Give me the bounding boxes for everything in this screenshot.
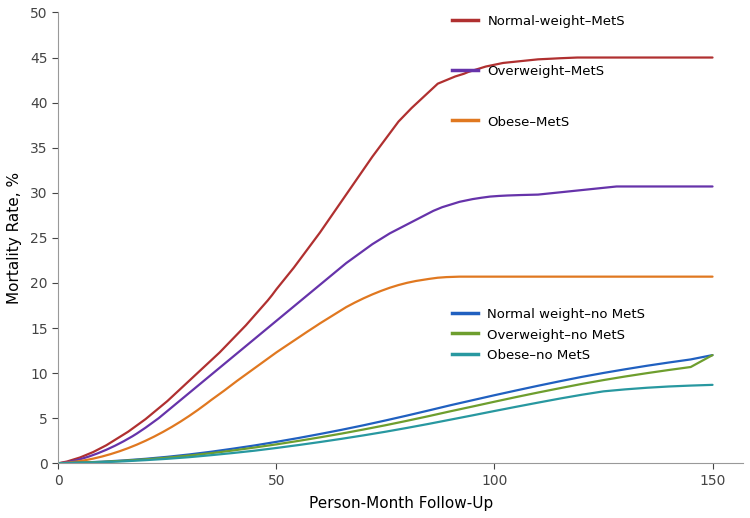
- X-axis label: Person-Month Follow-Up: Person-Month Follow-Up: [308, 496, 493, 511]
- Legend: Normal weight–no MetS, Overweight–no MetS, Obese–no MetS: Normal weight–no MetS, Overweight–no Met…: [452, 308, 646, 363]
- Y-axis label: Mortality Rate, %: Mortality Rate, %: [7, 172, 22, 304]
